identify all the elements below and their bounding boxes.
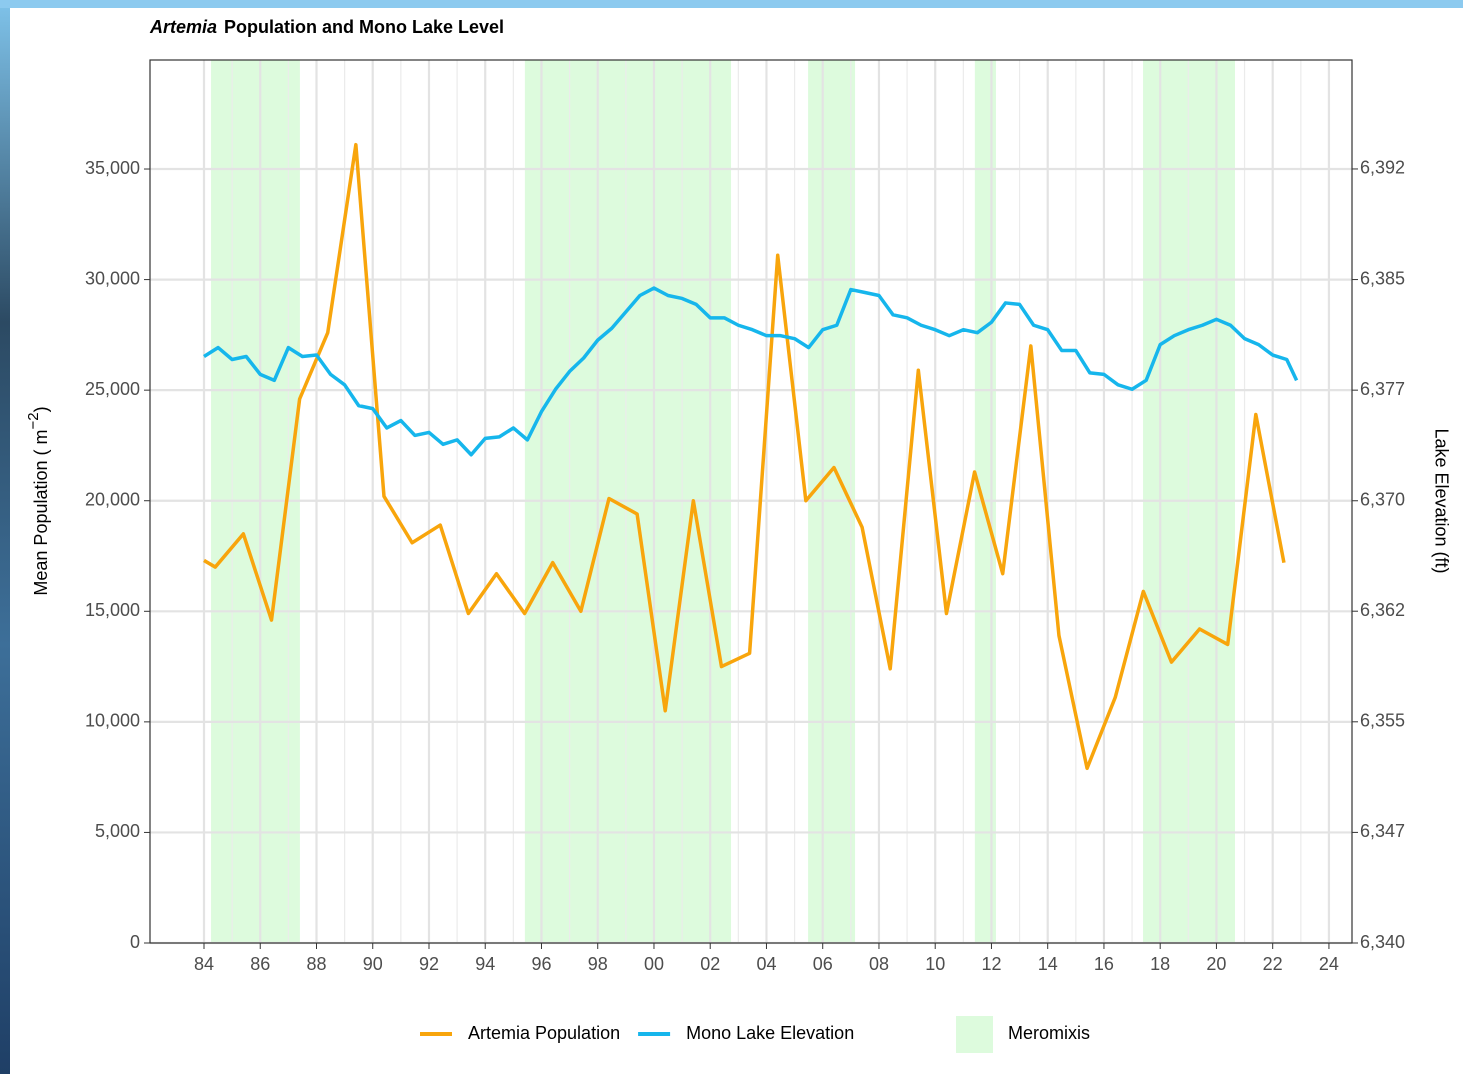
y2-tick-label: 6,340 [1360, 932, 1405, 952]
legend-label: Mono Lake Elevation [686, 1023, 854, 1043]
y-tick-label: 15,000 [85, 600, 140, 620]
background-photo-top [0, 0, 1463, 8]
x-tick-label: 18 [1150, 954, 1170, 974]
legend-swatch [956, 1016, 993, 1053]
x-tick-label: 22 [1263, 954, 1283, 974]
y-tick-label: 20,000 [85, 489, 140, 509]
x-tick-label: 10 [925, 954, 945, 974]
y-tick-label: 25,000 [85, 379, 140, 399]
series-line [203, 286, 1299, 457]
x-tick-label: 20 [1206, 954, 1226, 974]
y2-tick-label: 6,385 [1360, 268, 1405, 288]
y2-tick-label: 6,392 [1360, 158, 1405, 178]
y-label-main: Mean Population ( m [31, 430, 51, 596]
x-tick-label: 02 [700, 954, 720, 974]
x-tick-label: 88 [306, 954, 326, 974]
y2-tick-label: 6,355 [1360, 711, 1405, 731]
title-italic: Artemia [149, 17, 217, 37]
x-tick-label: 00 [644, 954, 664, 974]
x-tick-label: 96 [531, 954, 551, 974]
plot-border [149, 59, 1353, 944]
series-line [203, 142, 1286, 771]
y2-tick-label: 6,347 [1360, 821, 1405, 841]
y-tick-label: 35,000 [85, 158, 140, 178]
y-label-sup: −2 [25, 412, 42, 429]
x-tick-label: 86 [250, 954, 270, 974]
x-tick-label: 90 [363, 954, 383, 974]
x-tick-label: 94 [475, 954, 495, 974]
y-tick-label: 5,000 [95, 821, 140, 841]
y2-axis-label: Lake Elevation (ft) [1431, 428, 1451, 573]
legend-label: Artemia Population [468, 1023, 620, 1043]
x-tick-label: 24 [1319, 954, 1339, 974]
legend-label: Meromixis [1008, 1023, 1090, 1043]
x-tick-label: 84 [194, 954, 214, 974]
x-tick-label: 06 [813, 954, 833, 974]
x-tick-label: 04 [756, 954, 776, 974]
y-axis-label: Mean Population ( m−2) [25, 406, 51, 595]
y-tick-label: 0 [130, 932, 140, 952]
x-tick-label: 16 [1094, 954, 1114, 974]
x-tick-label: 14 [1038, 954, 1058, 974]
y-tick-label: 30,000 [85, 268, 140, 288]
y2-tick-label: 6,377 [1360, 379, 1405, 399]
y-tick-label: 10,000 [85, 711, 140, 731]
y2-tick-label: 6,370 [1360, 490, 1405, 510]
y2-tick-label: 6,362 [1360, 600, 1405, 620]
title-rest: Population and Mono Lake Level [224, 17, 504, 37]
y-label-end: ) [31, 406, 51, 412]
x-tick-label: 12 [981, 954, 1001, 974]
x-tick-label: 98 [588, 954, 608, 974]
x-tick-label: 08 [869, 954, 889, 974]
chart-title: Artemia Population and Mono Lake Level [149, 17, 504, 37]
x-tick-label: 92 [419, 954, 439, 974]
